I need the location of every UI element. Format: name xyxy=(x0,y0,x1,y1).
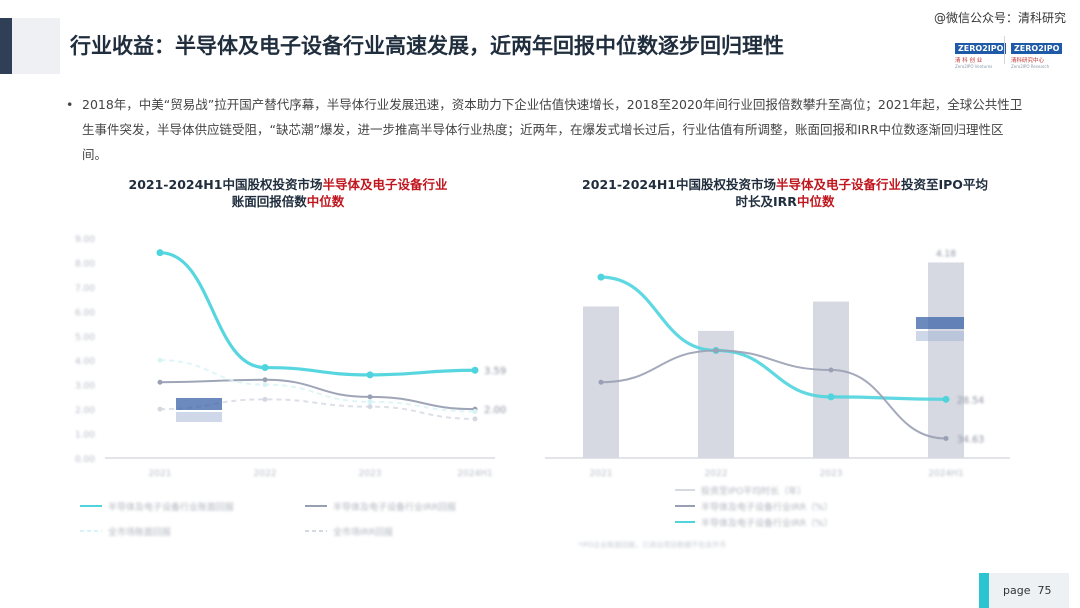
left-series-point xyxy=(157,406,163,412)
left-series-point xyxy=(262,382,268,388)
left-chart-title: 2021-2024H1中国股权投资市场半导体及电子设备行业 账面回报倍数中位数 xyxy=(128,177,448,209)
right-bar xyxy=(928,262,964,458)
left-legend-label: 全市场IRR回报 xyxy=(333,526,393,538)
right-end-label: 34.63 xyxy=(957,434,984,445)
left-series-point xyxy=(156,249,164,257)
right-x-tick-label: 2021 xyxy=(590,469,613,479)
left-series-point xyxy=(367,399,373,405)
left-legend-label: 半导体及电子设备行业IRR回报 xyxy=(333,501,456,513)
left-series-line xyxy=(159,398,476,420)
right-series-point xyxy=(827,393,835,401)
right-bar-line-chart: 4.18 2021 2022 2023 2024H1 28.54 34.63 投资至IPO平均… xyxy=(545,249,1010,549)
right-series-line xyxy=(600,275,947,401)
right-bar-label: 4.18 xyxy=(936,249,956,259)
logo-divider xyxy=(1004,36,1005,64)
right-series-point xyxy=(943,435,949,441)
right-x-tick-label: 2022 xyxy=(705,469,728,479)
left-series-point xyxy=(366,371,374,379)
right-series-point xyxy=(597,273,605,281)
left-y-tick-label: 7.00 xyxy=(75,284,95,294)
bullet-dot: • xyxy=(66,97,74,112)
right-series-point xyxy=(828,367,834,373)
left-chart-watermark-logo xyxy=(176,398,222,410)
right-chart-watermark-logo xyxy=(916,317,964,329)
left-y-tick-label: 6.00 xyxy=(75,308,95,318)
right-chart-watermark-text xyxy=(916,331,964,341)
left-x-tick-label: 2024H1 xyxy=(457,469,492,479)
left-y-tick-label: 1.00 xyxy=(75,431,95,441)
left-series-point xyxy=(472,409,478,415)
left-x-tick-label: 2022 xyxy=(254,469,277,479)
right-x-tick-label: 2024H1 xyxy=(928,469,963,479)
left-line-chart: 0.00 1.00 2.00 3.00 4.00 5.00 6.00 7.00 8.00 9.00… xyxy=(75,235,506,538)
right-chart-title: 2021-2024H1中国股权投资市场半导体及电子设备行业投资至IPO平均 时长… xyxy=(582,177,988,209)
page-tab-accent xyxy=(979,573,989,608)
left-series-point xyxy=(367,394,373,400)
left-series-point xyxy=(472,416,478,422)
left-y-tick-label: 8.00 xyxy=(75,259,95,269)
right-series-point xyxy=(598,379,604,385)
zero2ipo-ventures-logo: ZERO2IPO 清 科 创 业 Zero2IPO Ventures xyxy=(955,36,1007,69)
summary-text: 2018年，中美“贸易战”拉开国产替代序幕，半导体行业发展迅速，资本助力下企业估… xyxy=(82,97,1023,162)
left-series-point xyxy=(157,357,163,363)
zero2ipo-research-logo: ZERO2IPO 清科研究中心 Zero2IPO Research xyxy=(1011,36,1063,69)
right-series-point xyxy=(713,347,719,353)
left-series-point xyxy=(262,377,268,383)
left-series-point xyxy=(261,364,269,372)
right-chart-note: *IPO企业账面回报，已退出项目数据不包含外币 xyxy=(578,540,726,549)
title-accent-bar xyxy=(0,18,12,74)
title-band xyxy=(12,18,60,74)
left-end-label: 3.59 xyxy=(484,366,506,377)
wechat-watermark: @微信公众号：清科研究 xyxy=(933,11,1066,25)
left-series-line xyxy=(159,378,476,411)
page-title: 行业收益：半导体及电子设备行业高速发展，近两年回报中位数逐步回归理性 xyxy=(70,34,784,58)
left-chart-watermark-text xyxy=(176,412,222,422)
summary-paragraph: • 2018年，中美“贸易战”拉开国产替代序幕，半导体行业发展迅速，资本助力下企… xyxy=(66,92,1026,167)
page-number: page 75 xyxy=(1003,584,1052,597)
right-x-tick-label: 2023 xyxy=(820,469,843,479)
left-series-point xyxy=(471,366,479,374)
left-legend-label: 半导体及电子设备行业账面回报 xyxy=(108,501,234,513)
right-legend-label: 半导体及电子设备行业IRR（%） xyxy=(701,517,833,529)
left-series-point xyxy=(367,404,373,410)
left-legend-label: 全市场账面回报 xyxy=(108,526,171,538)
right-bar xyxy=(813,301,849,458)
right-legend-label: 投资至IPO平均时长（年） xyxy=(701,485,806,497)
left-y-tick-label: 5.00 xyxy=(75,333,95,343)
right-legend-label: 半导体及电子设备行业IRR（%） xyxy=(701,501,833,513)
left-series-point xyxy=(157,379,163,385)
page-number-box xyxy=(989,573,1069,608)
left-y-tick-label: 3.00 xyxy=(75,382,95,392)
left-y-tick-label: 0.00 xyxy=(75,455,95,465)
left-x-tick-label: 2021 xyxy=(149,469,172,479)
left-x-tick-label: 2023 xyxy=(359,469,382,479)
left-y-tick-label: 9.00 xyxy=(75,235,95,245)
left-y-tick-label: 4.00 xyxy=(75,357,95,367)
left-y-tick-label: 2.00 xyxy=(75,406,95,416)
left-series-line xyxy=(159,251,476,377)
right-end-label: 28.54 xyxy=(957,395,984,406)
right-series-line xyxy=(600,349,947,440)
left-end-label: 2.00 xyxy=(484,405,506,416)
right-series-point xyxy=(942,395,950,403)
left-series-point xyxy=(262,396,268,402)
